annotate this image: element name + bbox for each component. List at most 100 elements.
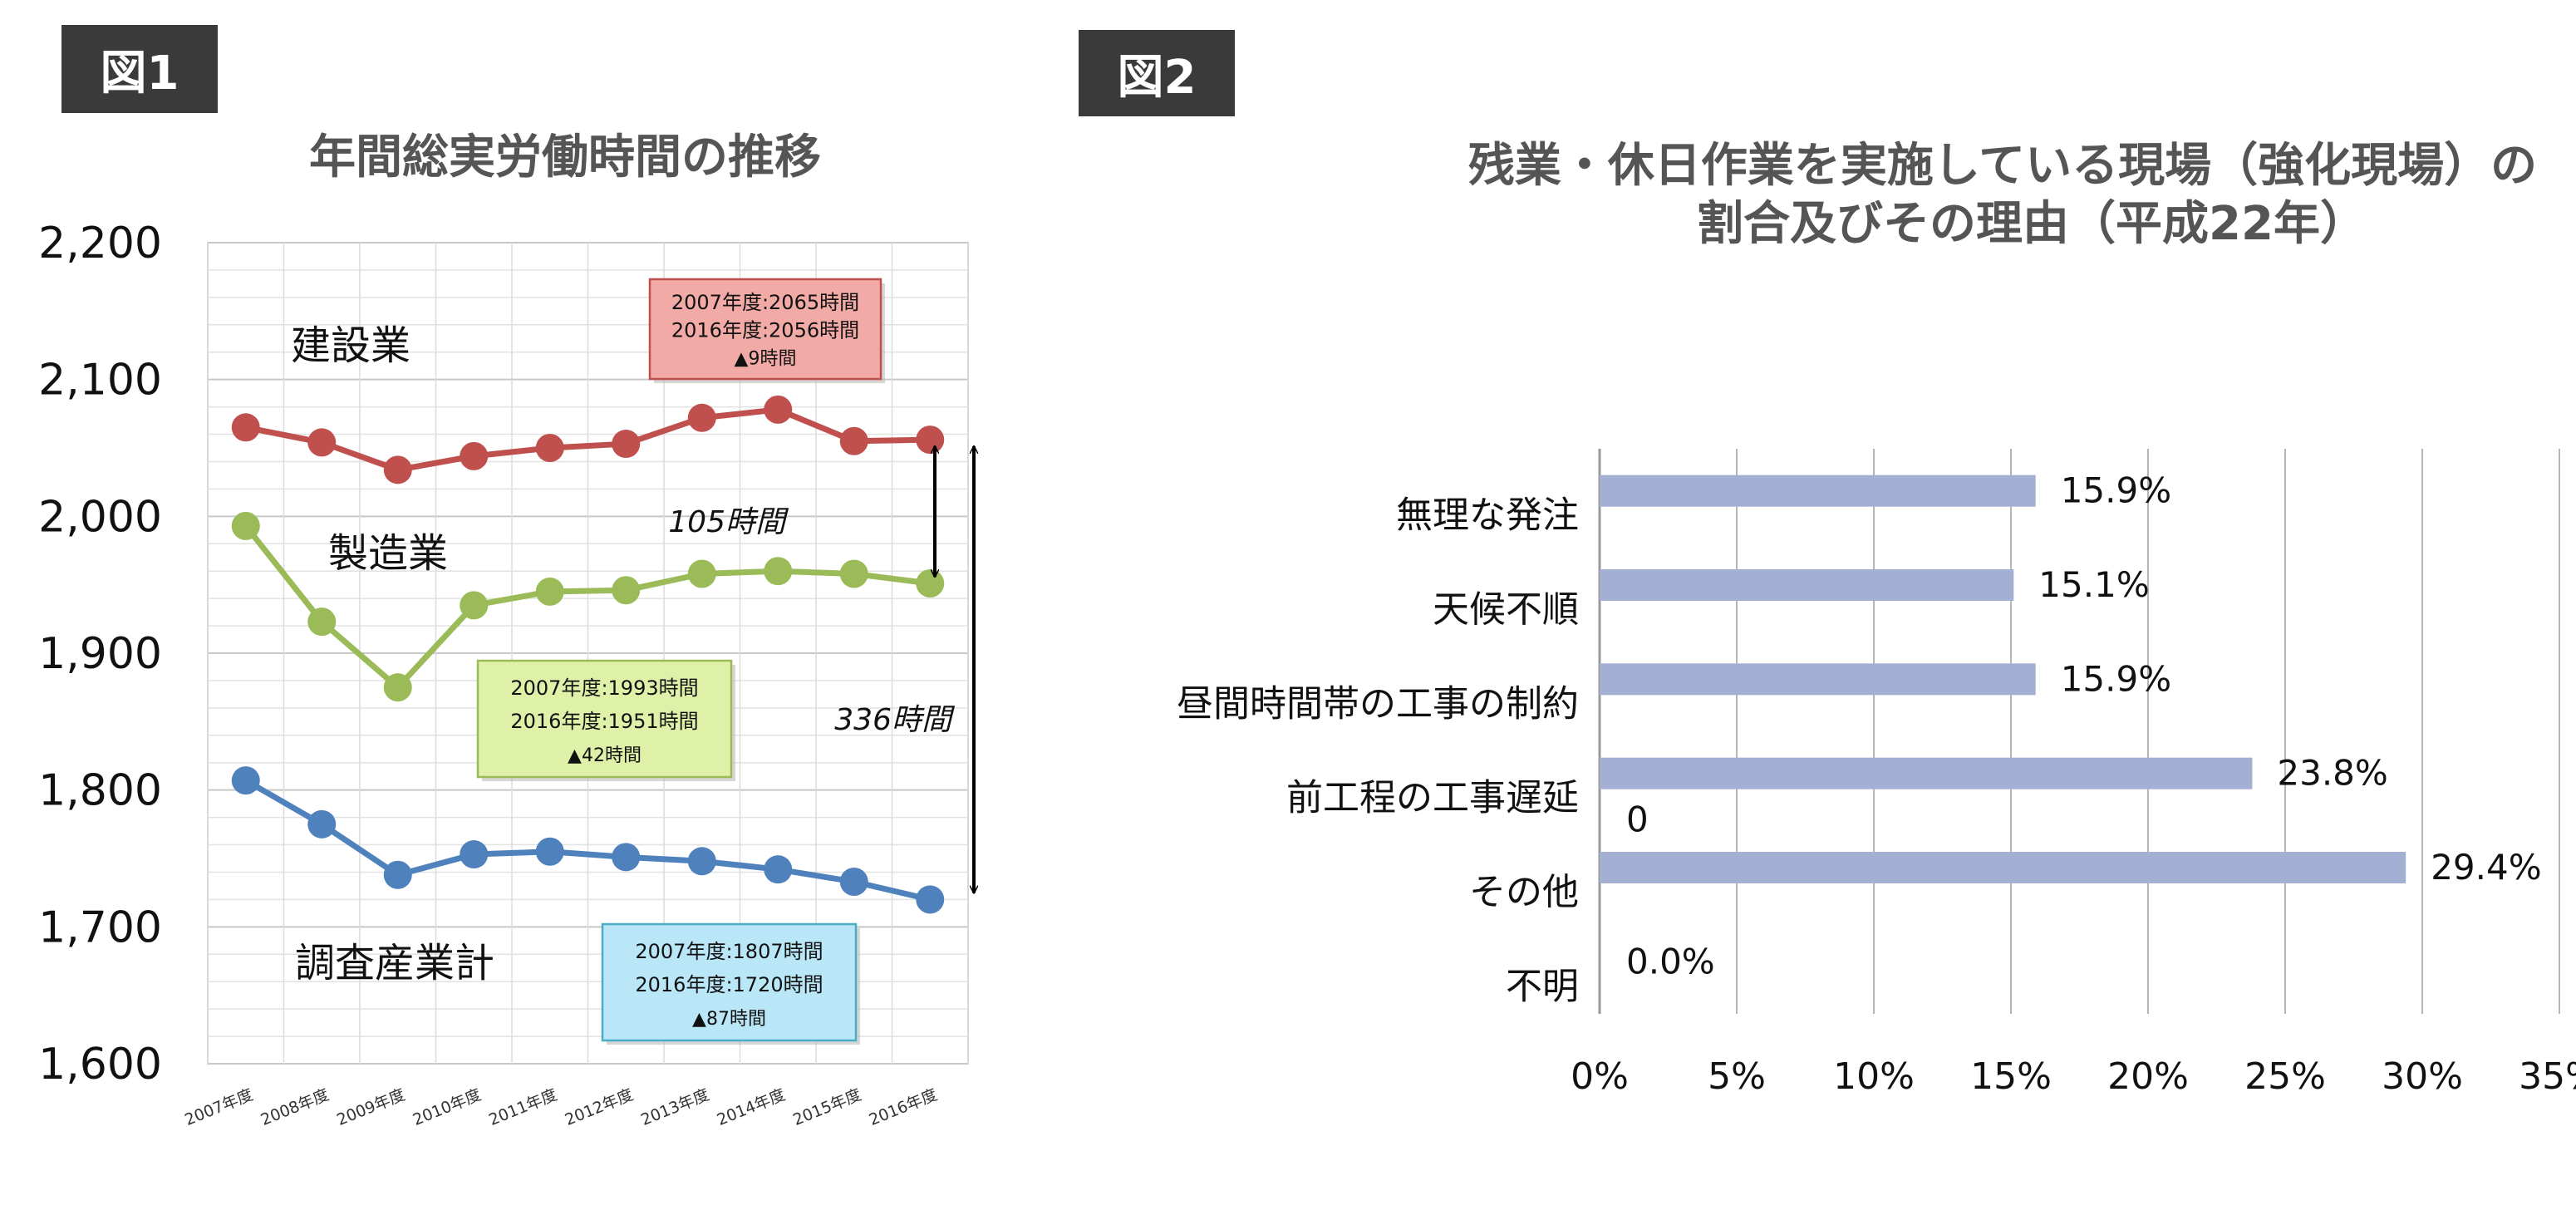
chart1-data-point bbox=[687, 847, 716, 876]
chart2-title-line1: 残業・休日作業を実施している現場（強化現場）の bbox=[1468, 139, 2537, 193]
annotation-line: ▲9時間 bbox=[735, 349, 797, 370]
chart1-data-point bbox=[687, 403, 716, 432]
chart1-xtick-label: 2009年度 bbox=[334, 1085, 407, 1129]
annotation-line: ▲42時間 bbox=[568, 745, 642, 766]
annotation-line: 2007年度:2065時間 bbox=[671, 291, 859, 314]
chart1-series-line bbox=[243, 524, 931, 691]
annotation-line: 2007年度:1807時間 bbox=[635, 940, 823, 963]
chart2-category-label: 無理な発注 bbox=[1396, 494, 1579, 537]
chart2-title-line2: 割合及びその理由（平成22年） bbox=[1697, 197, 2367, 251]
chart2-value-label: 15.9% bbox=[2061, 658, 2171, 699]
chart2-value-label: 29.4% bbox=[2431, 847, 2541, 888]
chart2-value-label: 15.9% bbox=[2061, 470, 2171, 511]
chart2-xtick-label: 10% bbox=[1833, 1055, 1915, 1098]
chart1-ytick-label: 2,000 bbox=[38, 492, 162, 542]
chart2-category-label: 前工程の工事遅延 bbox=[1286, 777, 1579, 819]
chart2-category-label: その他 bbox=[1469, 871, 1579, 913]
chart1-data-point bbox=[612, 576, 641, 605]
chart2-category-label: 昼間時間帯の工事の制約 bbox=[1177, 682, 1579, 725]
chart1-data-point bbox=[839, 426, 868, 455]
annotation-line: ▲87時間 bbox=[692, 1009, 766, 1030]
chart1-data-point bbox=[460, 840, 489, 869]
annotation-line: 2016年度:1720時間 bbox=[635, 973, 823, 996]
chart1-data-point bbox=[383, 860, 412, 889]
chart1-series-label: 建設業 bbox=[291, 322, 410, 369]
difference-label: 105時間 bbox=[668, 505, 789, 539]
difference-label: 336時間 bbox=[834, 703, 956, 737]
bar-chart-overtime-reasons: 残業・休日作業を実施している現場（強化現場）の 割合及びその理由（平成22年） … bbox=[1177, 139, 2576, 1098]
chart2-value-label: 15.1% bbox=[2038, 564, 2149, 605]
chart1-data-point bbox=[764, 855, 793, 884]
chart1-xtick-label: 2013年度 bbox=[638, 1085, 711, 1129]
chart2-category-label: 不明 bbox=[1506, 965, 1579, 1007]
chart1-data-point bbox=[535, 434, 564, 462]
chart1-series-label: 製造業 bbox=[328, 530, 448, 577]
annotation-line: 2007年度:1993時間 bbox=[510, 676, 698, 700]
chart1-title: 年間総実労働時間の推移 bbox=[309, 130, 821, 184]
chart2-value-label: 0.0% bbox=[1626, 941, 1715, 981]
chart2-value-label: 23.8% bbox=[2277, 753, 2387, 794]
chart1-data-point bbox=[231, 413, 260, 442]
chart1-ytick-label: 2,100 bbox=[38, 356, 162, 406]
chart1-data-point bbox=[916, 569, 945, 598]
chart1-data-point bbox=[460, 591, 489, 620]
chart2-xtick-label: 30% bbox=[2382, 1055, 2463, 1098]
chart1-data-point bbox=[764, 557, 793, 586]
chart2-xtick-label: 20% bbox=[2107, 1055, 2189, 1098]
chart2-xtick-label: 0% bbox=[1571, 1055, 1629, 1098]
chart1-ytick-label: 1,600 bbox=[38, 1040, 162, 1089]
chart2-stray-label: 0 bbox=[1626, 799, 1649, 840]
line-chart-working-hours: 年間総実労働時間の推移 1,600 1,700 1,800 1,900 2,000 2,1… bbox=[38, 130, 997, 1129]
chart1-data-point bbox=[307, 809, 337, 839]
chart1-xtick-label: 2012年度 bbox=[563, 1085, 636, 1129]
figure2-badge: 図2 bbox=[1079, 30, 1235, 116]
figure1-badge: 図1 bbox=[61, 25, 218, 113]
chart1-xtick-label: 2015年度 bbox=[790, 1085, 863, 1129]
chart1-series-line bbox=[245, 406, 931, 473]
chart1-ytick-label: 1,800 bbox=[38, 766, 162, 816]
chart2-bar bbox=[1600, 663, 2036, 696]
chart1-data-point bbox=[535, 577, 564, 606]
chart1-xtick-label: 2016年度 bbox=[867, 1085, 940, 1129]
chart1-xtick-label: 2010年度 bbox=[410, 1085, 484, 1129]
chart2-bar bbox=[1600, 757, 2253, 789]
annotation-line: 2016年度:2056時間 bbox=[671, 318, 859, 342]
chart1-data-point bbox=[231, 766, 260, 795]
annotation-box bbox=[476, 659, 733, 779]
annotation-line: 2016年度:1951時間 bbox=[510, 710, 698, 733]
chart2-xtick-label: 25% bbox=[2244, 1055, 2326, 1098]
chart1-data-point bbox=[535, 837, 564, 866]
chart1-ytick-label: 2,200 bbox=[38, 219, 162, 268]
chart2-bar bbox=[1600, 569, 2014, 601]
chart1-series-line bbox=[244, 778, 932, 903]
chart1-xtick-label: 2014年度 bbox=[715, 1085, 788, 1129]
chart1-series-label: 調査産業計 bbox=[295, 940, 494, 986]
chart1-data-point bbox=[231, 511, 260, 540]
chart1-data-point bbox=[307, 607, 337, 637]
chart1-data-point bbox=[839, 559, 868, 588]
chart1-data-point bbox=[460, 441, 489, 470]
chart2-bar bbox=[1600, 852, 2406, 883]
chart1-data-point bbox=[383, 673, 412, 702]
chart2-xtick-label: 15% bbox=[1970, 1055, 2052, 1098]
chart2-xtick-label: 5% bbox=[1708, 1055, 1766, 1098]
chart1-data-point bbox=[839, 867, 868, 896]
chart1-data-point bbox=[916, 425, 945, 455]
chart1-data-point bbox=[383, 455, 412, 484]
chart1-data-point bbox=[687, 559, 716, 588]
chart2-bar bbox=[1600, 475, 2036, 507]
chart1-data-point bbox=[764, 395, 793, 424]
chart1-data-point bbox=[612, 430, 641, 459]
chart1-data-point bbox=[307, 428, 337, 457]
chart2-xtick-label: 35% bbox=[2519, 1055, 2576, 1098]
chart2-category-label: 天候不順 bbox=[1433, 588, 1579, 631]
annotation-box bbox=[601, 922, 858, 1042]
chart1-data-point bbox=[612, 843, 641, 872]
chart1-data-point bbox=[916, 885, 945, 914]
chart1-xtick-label: 2007年度 bbox=[182, 1085, 255, 1129]
chart1-xtick-label: 2008年度 bbox=[258, 1085, 332, 1129]
chart1-ytick-label: 1,900 bbox=[38, 629, 162, 679]
chart1-xtick-label: 2011年度 bbox=[486, 1085, 559, 1129]
annotation-box bbox=[648, 278, 882, 381]
chart1-ytick-label: 1,700 bbox=[38, 903, 162, 952]
